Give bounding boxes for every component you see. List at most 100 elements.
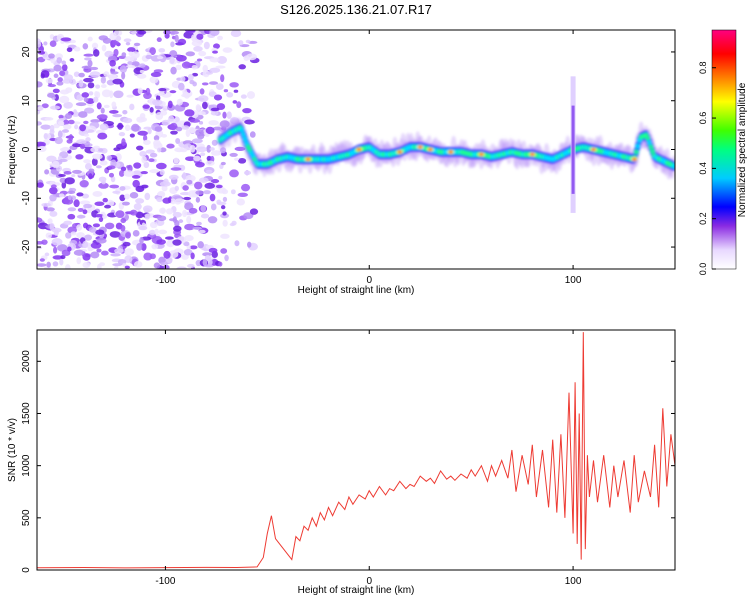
noise-blob [82,222,89,229]
noise-blob [133,162,142,169]
noise-blob [127,61,133,65]
noise-blob [111,101,117,108]
noise-blob [94,201,105,207]
noise-blob [110,71,119,75]
noise-blob [195,129,204,137]
noise-blob [63,119,70,126]
noise-blob [61,181,67,189]
noise-blob [78,111,88,118]
noise-blob [128,51,134,57]
ridge-peak [306,157,311,161]
noise-blob [72,143,83,148]
noise-blob [169,30,180,35]
noise-blob [98,35,109,41]
snr-xtick-label: 100 [565,576,582,587]
noise-blob [168,174,179,180]
noise-blob [88,173,93,180]
noise-blob [247,241,252,248]
noise-blob [151,243,159,250]
noise-blob [226,92,234,98]
noise-blob [86,125,97,133]
noise-blob [79,124,87,132]
noise-blob [243,212,254,220]
noise-blob [204,182,216,189]
snr-ytick-label: 2000 [21,350,32,373]
noise-blob [98,182,109,189]
noise-blob [220,248,228,254]
noise-blob [153,262,161,269]
noise-blob [124,248,135,256]
noise-blob [183,92,191,99]
noise-blob [156,37,162,43]
spectrogram-features [570,76,576,213]
noise-blob [37,145,47,153]
noise-blob [56,81,64,86]
noise-blob [195,259,202,267]
snr-ytick-label: 0 [21,567,32,573]
spectrogram-ylabel: Frequency (Hz) [7,116,18,185]
noise-blob [37,141,46,147]
noise-blob [206,144,212,153]
noise-blob [108,73,117,81]
noise-blob [118,170,125,177]
noise-blob [113,90,124,99]
noise-blob [51,160,60,169]
noise-blob [143,134,148,142]
noise-blob [85,137,91,142]
noise-blob [220,205,226,210]
noise-blob [99,123,109,131]
noise-blob [49,223,55,231]
noise-blob [110,253,121,257]
noise-blob [53,64,62,72]
noise-blob [133,261,143,268]
spectrogram-xtick-label: 0 [366,275,372,286]
noise-blob [207,216,218,224]
noise-blob [131,175,141,179]
noise-blob [153,135,160,141]
noise-blob [200,213,210,219]
noise-blob [142,205,153,213]
noise-blob [184,235,194,242]
noise-blob [96,114,108,120]
noise-blob [156,55,164,60]
noise-blob [184,202,194,211]
noise-blob [157,215,167,222]
ridge-core [635,143,641,149]
noise-blob [159,181,171,187]
snr-frame [36,329,676,571]
colorbar-gradient [711,29,737,270]
noise-blob [158,256,166,264]
noise-blob [112,114,123,118]
noise-blob [46,261,51,268]
noise-blob [204,264,214,268]
noise-blob [120,225,126,232]
noise-blob [47,218,53,225]
noise-blob [158,48,166,53]
noise-blob [186,179,193,185]
noise-blob [107,165,116,170]
noise-blob [95,229,105,235]
noise-blob [79,179,89,188]
noise-blob [46,207,55,212]
noise-blob [59,158,68,163]
noise-blob [191,34,196,42]
spectrogram-ytick-label: -20 [21,239,32,254]
noise-blob [173,157,179,164]
noise-blob [195,190,204,195]
noise-blob [69,58,75,62]
noise-blob [149,107,154,113]
noise-blob [222,211,227,216]
noise-blob [84,57,92,61]
noise-blob [244,119,255,125]
noise-blob [202,101,208,110]
noise-blob [112,263,123,267]
noise-blob [83,203,93,209]
noise-blob [222,111,227,119]
noise-blob [176,266,188,269]
noise-blob [191,72,199,77]
noise-blob [240,94,247,99]
noise-blob [185,156,196,162]
